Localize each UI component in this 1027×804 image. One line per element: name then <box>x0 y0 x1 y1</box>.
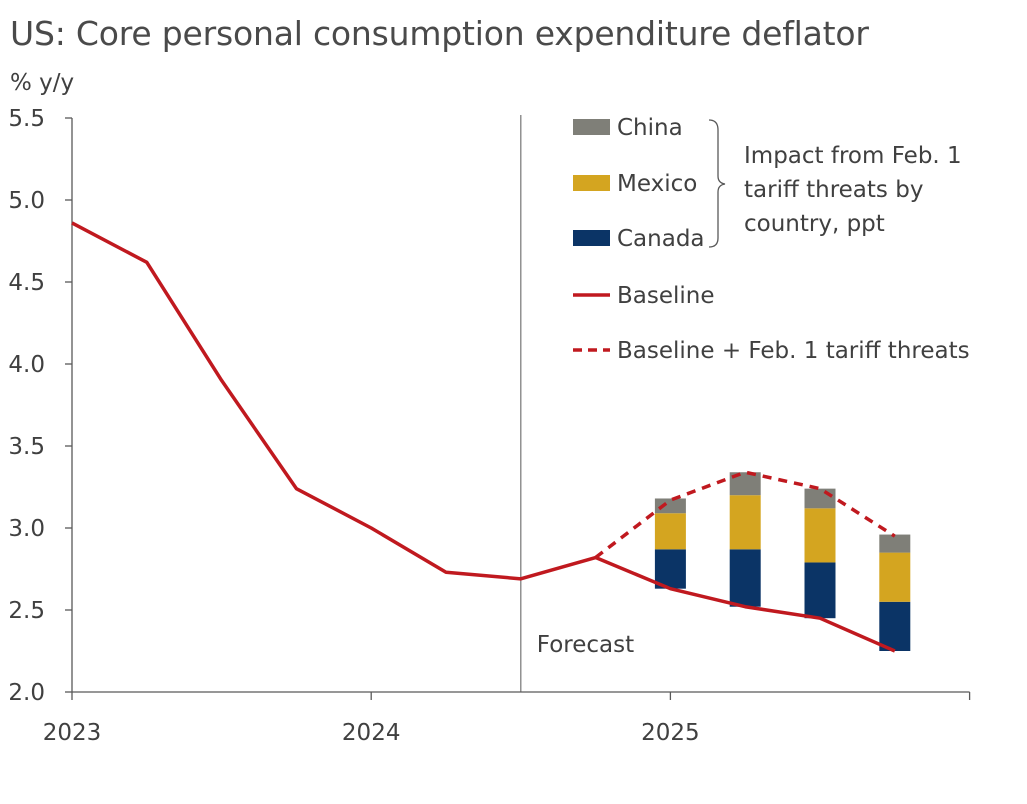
y-tick-label: 3.5 <box>8 434 45 460</box>
tariff-scenario-line <box>594 470 896 559</box>
x-tick-label: 2023 <box>43 720 102 746</box>
legend-bracket-text: country, ppt <box>744 211 885 237</box>
bar-china-segment <box>804 488 836 509</box>
bar-china-segment <box>729 472 761 496</box>
baseline-line <box>71 221 896 653</box>
x-tick-label: 2024 <box>342 720 401 746</box>
bar-china-segment <box>879 534 911 553</box>
x-tick-label: 2025 <box>641 720 700 746</box>
y-tick-label: 2.5 <box>8 598 45 624</box>
legend-label-mexico: Mexico <box>617 171 697 197</box>
legend-bracket-text: tariff threats by <box>744 177 923 203</box>
legend-label-canada: Canada <box>617 226 705 252</box>
y-tick-label: 4.0 <box>8 352 45 378</box>
legend-label-baseline: Baseline <box>617 283 715 309</box>
bar-mexico-segment <box>654 513 686 550</box>
bar-canada-segment <box>879 601 911 651</box>
legend-label-tariff-scenario: Baseline + Feb. 1 tariff threats <box>617 338 970 364</box>
legend-swatch-mexico <box>573 175 610 191</box>
legend-bracket-text: Impact from Feb. 1 <box>744 143 962 169</box>
legend-label-china: China <box>617 115 683 141</box>
bar-canada-segment <box>804 562 836 619</box>
bar-mexico-segment <box>729 495 761 550</box>
y-tick-label: 5.0 <box>8 188 45 214</box>
bar-canada-segment <box>654 549 686 589</box>
legend-bracket <box>708 119 726 248</box>
legend-swatch-china <box>573 119 610 135</box>
bar-mexico-segment <box>804 508 836 563</box>
y-tick-label: 4.5 <box>8 270 45 296</box>
y-axis-unit: % y/y <box>10 70 75 96</box>
bar-mexico-segment <box>879 552 911 602</box>
forecast-label: Forecast <box>537 632 634 658</box>
bar-canada-segment <box>729 549 761 607</box>
legend-swatch-canada <box>573 230 610 246</box>
chart-title: US: Core personal consumption expenditur… <box>10 14 869 53</box>
bar-china-segment <box>654 498 686 514</box>
y-tick-label: 2.0 <box>8 680 45 706</box>
y-tick-label: 3.0 <box>8 516 45 542</box>
y-tick-label: 5.5 <box>8 106 45 132</box>
